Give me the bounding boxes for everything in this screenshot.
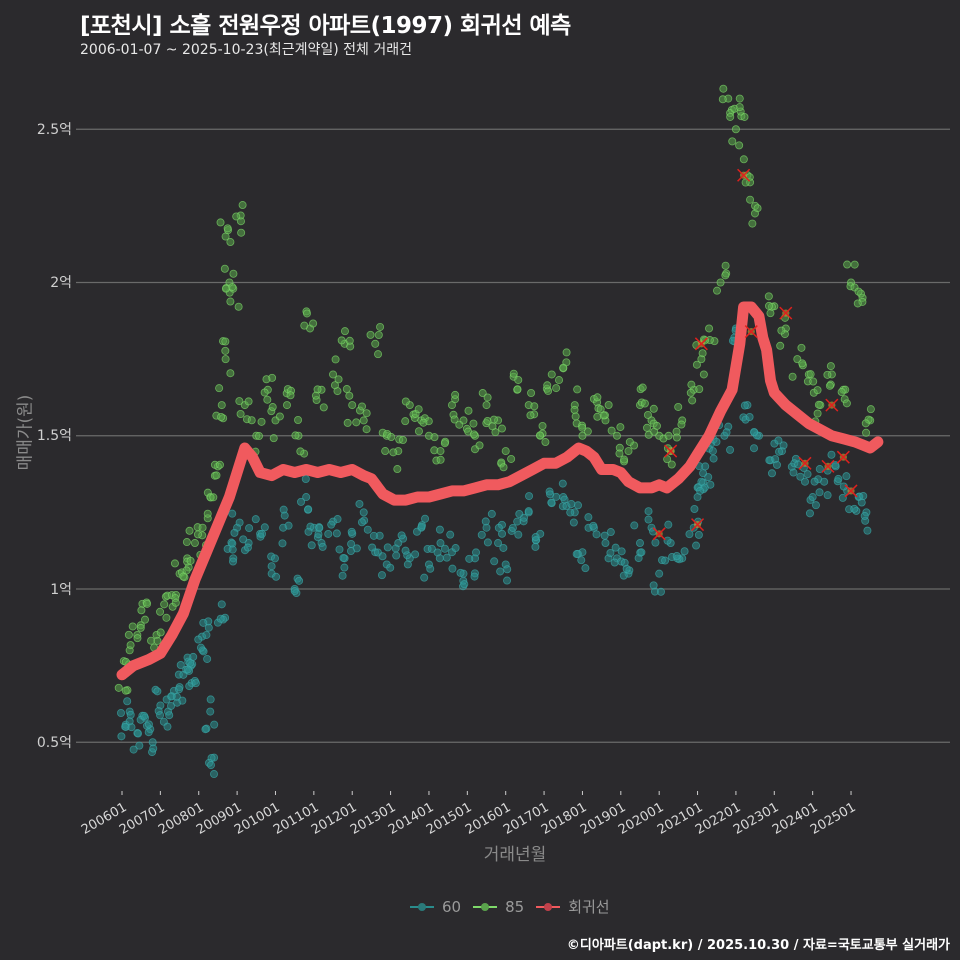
series-60-points xyxy=(116,324,872,779)
legend-key-60-icon xyxy=(410,900,434,914)
x-axis-label: 거래년월 xyxy=(483,845,547,865)
legend: 60 85 회귀선 xyxy=(410,896,614,917)
y-axis-label: 매매가(원) xyxy=(15,394,36,471)
highlight-x-markers xyxy=(652,168,858,541)
y-tick-2-5: 2.5억 xyxy=(36,122,72,138)
series-85-points xyxy=(114,84,875,695)
legend-item-85: 85 xyxy=(473,898,524,916)
chart-subtitle: 2006-01-07 ~ 2025-10-23(최근계약일) 전체 거래건 xyxy=(80,42,412,58)
source-caption: ©디아파트(dapt.kr) / 2025.10.30 / 자료=국토교통부 실… xyxy=(566,938,950,953)
legend-label-85: 85 xyxy=(505,897,525,916)
legend-key-regression-icon xyxy=(536,900,561,914)
y-tick-1: 1억 xyxy=(50,582,72,598)
x-tick-marks xyxy=(121,791,852,795)
chart-title: [포천시] 소흘 전원우정 아파트(1997) 회귀선 예측 xyxy=(80,13,571,39)
y-tick-1-5: 1.5억 xyxy=(36,428,72,444)
legend-item-60: 60 xyxy=(410,898,461,916)
legend-label-60: 60 xyxy=(442,897,462,916)
regression-line xyxy=(116,301,884,681)
legend-key-85-icon xyxy=(473,900,498,914)
legend-label-regression: 회귀선 xyxy=(568,898,610,916)
y-tick-0-5: 0.5억 xyxy=(36,735,72,751)
gridlines xyxy=(76,128,950,743)
y-tick-2: 2억 xyxy=(50,275,72,291)
legend-item-regression: 회귀선 xyxy=(536,896,610,917)
